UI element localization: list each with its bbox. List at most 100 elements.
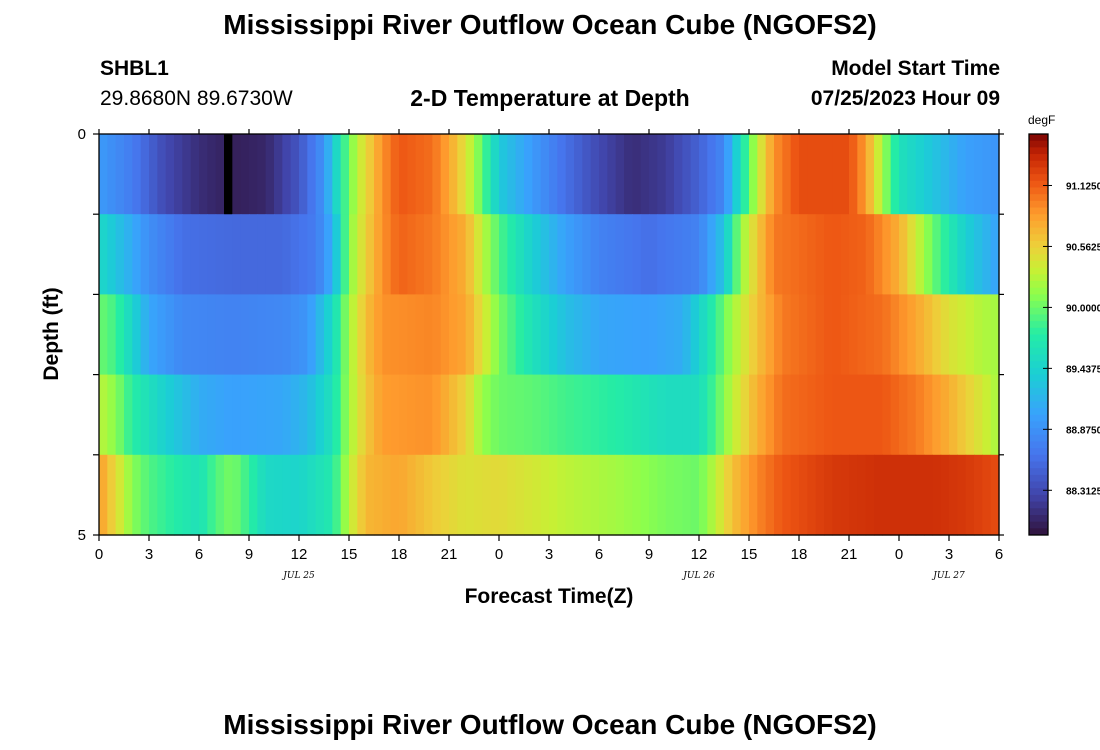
heatmap-cell <box>374 454 383 536</box>
heatmap-cell <box>774 214 783 295</box>
heatmap-cell <box>832 374 842 456</box>
x-tick-label: 9 <box>645 546 653 563</box>
heatmap-cell <box>657 294 667 376</box>
heatmap-cell <box>424 374 433 456</box>
date-label: JUL 25 <box>281 571 315 581</box>
heatmap-cell <box>382 214 392 295</box>
colorbar-segment <box>1029 374 1048 382</box>
heatmap-cell <box>890 294 900 376</box>
heatmap-cell <box>899 454 908 536</box>
colorbar-segment <box>1029 234 1048 242</box>
heatmap-cell <box>440 454 450 536</box>
heatmap-cell <box>857 294 867 376</box>
heatmap-cell <box>574 454 583 536</box>
heatmap-cell <box>690 214 700 295</box>
heatmap-cell <box>565 374 575 456</box>
heatmap-cell <box>132 134 142 215</box>
heatmap-cell <box>132 374 142 456</box>
colorbar-segment <box>1029 180 1048 188</box>
heatmap-cell <box>257 134 267 215</box>
heatmap-cell <box>299 214 308 295</box>
heatmap-cell <box>915 134 925 215</box>
heatmap-cell <box>949 454 958 536</box>
heatmap-cell <box>349 374 358 456</box>
heatmap-cell <box>849 134 858 215</box>
heatmap-cell <box>340 134 350 215</box>
heatmap-cell <box>865 134 875 215</box>
x-tick-label: 6 <box>995 546 1003 563</box>
heatmap-cell <box>932 374 942 456</box>
x-tick-label: 6 <box>595 546 603 563</box>
heatmap-cell <box>590 454 600 536</box>
heatmap-cell <box>207 134 217 215</box>
heatmap-cell <box>790 294 800 376</box>
heatmap-cell <box>115 374 125 456</box>
heatmap-cell <box>482 294 492 376</box>
heatmap-cell <box>849 374 858 456</box>
heatmap-cell <box>607 374 617 456</box>
heatmap-cell <box>124 134 133 215</box>
heatmap-cell <box>699 374 708 456</box>
heatmap-cell <box>199 454 208 536</box>
heatmap-cell <box>824 374 833 456</box>
heatmap-cell <box>232 214 242 295</box>
heatmap-cell <box>274 374 283 456</box>
heatmap-cell <box>124 454 133 536</box>
colorbar-tick-label: 91.1250 <box>1066 181 1100 192</box>
heatmap-cell <box>232 374 242 456</box>
heatmap-cell <box>482 454 492 536</box>
heatmap-cell <box>665 454 675 536</box>
heatmap-cell <box>215 454 225 536</box>
heatmap-cell <box>440 294 450 376</box>
heatmap-cell <box>149 454 158 536</box>
heatmap-cell <box>982 294 992 376</box>
heatmap-cell <box>549 454 558 536</box>
heatmap-cell <box>499 214 508 295</box>
heatmap-cell <box>207 294 217 376</box>
heatmap-cell <box>607 214 617 295</box>
heatmap-cell <box>940 294 950 376</box>
heatmap-cell <box>590 134 600 215</box>
heatmap-cell <box>565 134 575 215</box>
heatmap-cell <box>215 134 225 215</box>
colorbar-tick-label: 90.5625 <box>1066 242 1100 253</box>
heatmap-cell <box>265 214 275 295</box>
heatmap-cell <box>390 374 400 456</box>
heatmap-cell <box>832 134 842 215</box>
heatmap-cell <box>282 374 292 456</box>
colorbar-frame <box>1028 133 1049 536</box>
heatmap-cell <box>382 134 392 215</box>
heatmap-cell <box>190 294 200 376</box>
heatmap-cell <box>532 454 542 536</box>
heatmap-cell <box>257 214 267 295</box>
heatmap-cell <box>707 454 717 536</box>
heatmap-cell <box>299 374 308 456</box>
heatmap-cell <box>474 294 483 376</box>
heatmap-cell <box>707 134 717 215</box>
heatmap-cell <box>415 134 425 215</box>
colorbar-segment <box>1029 174 1048 182</box>
heatmap-cell <box>515 374 525 456</box>
colorbar-segment <box>1029 301 1048 309</box>
heatmap-cell <box>799 134 808 215</box>
heatmap-cell <box>990 134 1000 215</box>
heatmap-cell <box>640 374 650 456</box>
heatmap-cell <box>624 294 633 376</box>
heatmap-cell <box>740 134 750 215</box>
heatmap-cell <box>274 134 283 215</box>
heatmap-cell <box>657 214 667 295</box>
heatmap-cell <box>965 374 975 456</box>
heatmap-cell <box>174 294 183 376</box>
heatmap-cell <box>915 454 925 536</box>
heatmap-cell <box>349 294 358 376</box>
heatmap-cell <box>499 134 508 215</box>
heatmap-cell <box>749 134 758 215</box>
heatmap-cell <box>165 454 175 536</box>
colorbar: 91.1250 90.5625 90.0000 89.4375 88.8750 88.31… <box>1028 133 1100 536</box>
heatmap-cell <box>540 134 550 215</box>
heatmap-cell <box>707 374 717 456</box>
heatmap-cell <box>949 214 958 295</box>
heatmap-cell <box>990 374 1000 456</box>
heatmap-cell <box>665 374 675 456</box>
